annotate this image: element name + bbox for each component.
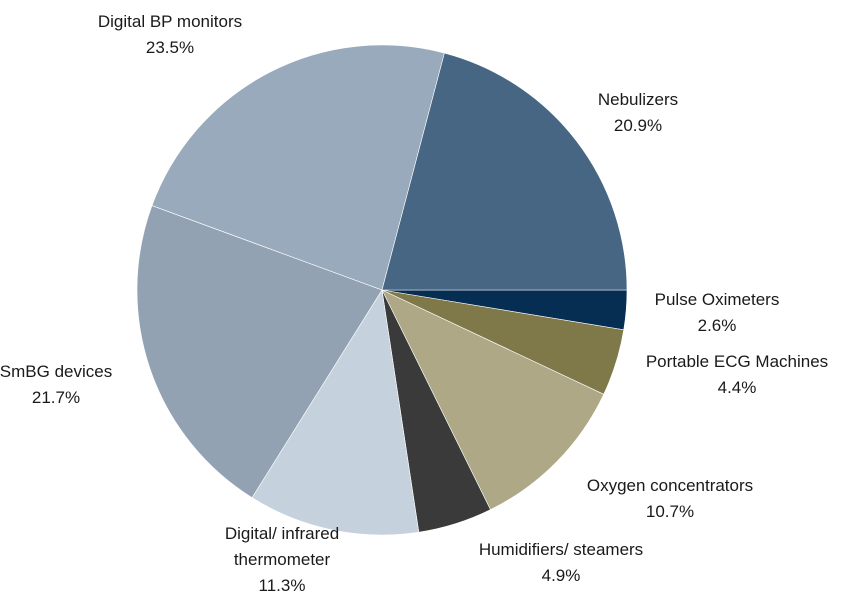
value-label: 4.4% (717, 378, 757, 397)
value-label: 21.7% (31, 388, 81, 407)
value-label: 23.5% (145, 38, 195, 57)
slice-label: Humidifiers/ steamers 4.9% (451, 537, 671, 589)
pie-slice (251, 289, 420, 536)
slice-label: Portable ECG Machines 4.4% (627, 349, 841, 401)
slice-label: SmBG devices 21.7% (0, 359, 131, 411)
category-name: Digital/ infrared thermometer (224, 524, 340, 569)
category-name: Pulse Oximeters (654, 290, 780, 309)
category-name: Nebulizers (597, 90, 679, 109)
slice-label: Pulse Oximeters 2.6% (617, 287, 817, 339)
value-label: 4.9% (541, 566, 581, 585)
category-name: Oxygen concentrators (586, 476, 754, 495)
pie-slice (151, 44, 445, 291)
pie-slice (136, 205, 383, 499)
category-name: SmBG devices (0, 362, 113, 381)
value-label: 20.9% (613, 116, 663, 135)
slice-label: Digital/ infrared thermometer 11.3% (207, 521, 357, 593)
pie-slice (381, 52, 628, 291)
value-label: 11.3% (258, 576, 306, 593)
pie-slice (381, 289, 605, 511)
category-name: Humidifiers/ steamers (478, 540, 644, 559)
slice-label: Oxygen concentrators 10.7% (560, 473, 780, 525)
slice-label: Digital BP monitors 23.5% (60, 9, 280, 61)
slice-label: Nebulizers 20.9% (563, 87, 713, 139)
value-label: 10.7% (645, 502, 695, 521)
category-name: Digital BP monitors (97, 12, 243, 31)
category-name: Portable ECG Machines (645, 352, 829, 371)
value-label: 2.6% (697, 316, 737, 335)
